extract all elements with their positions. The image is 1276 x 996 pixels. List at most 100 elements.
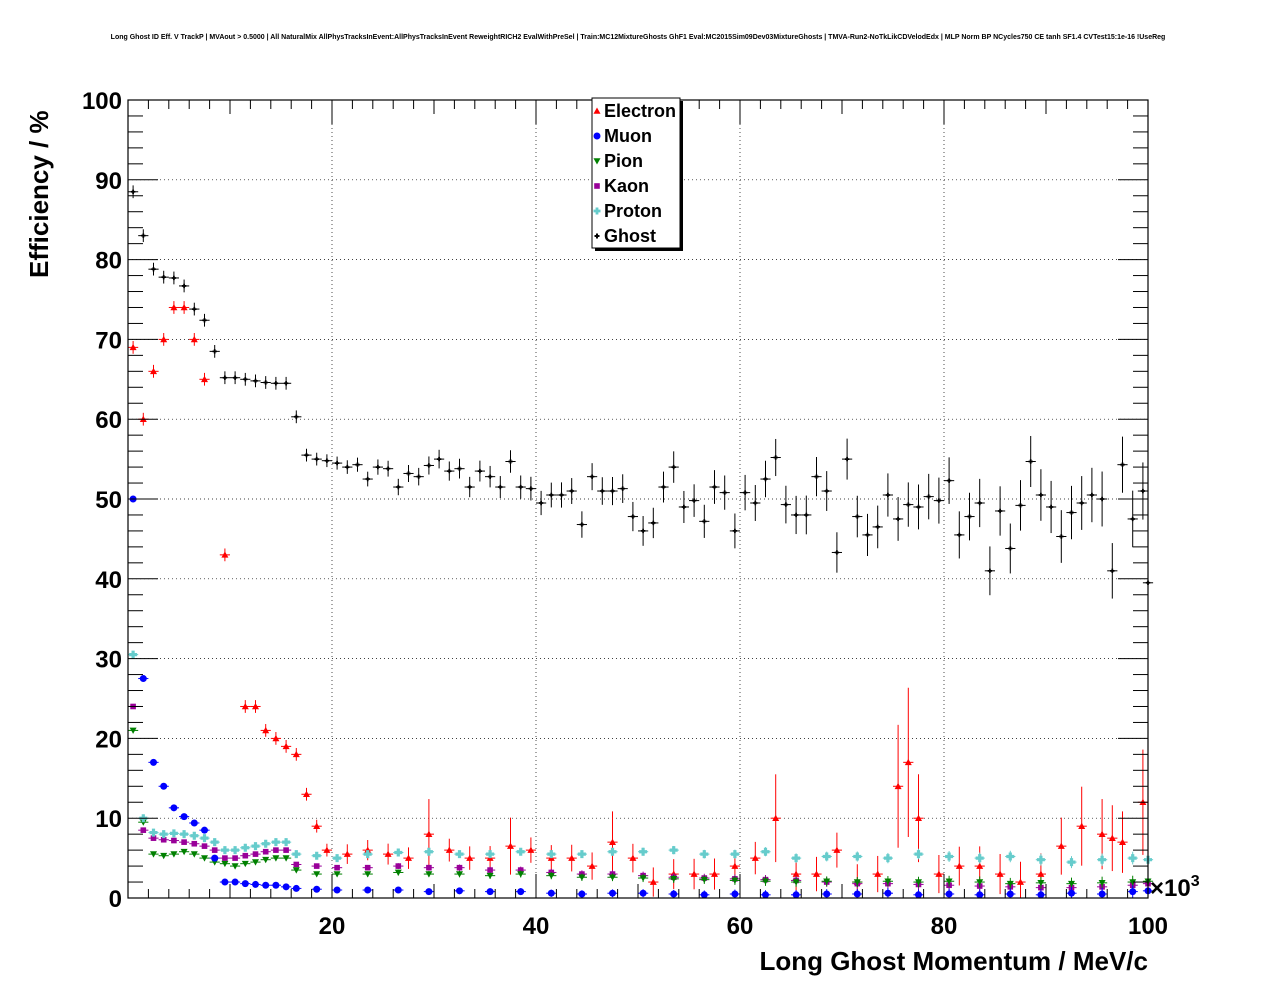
ghost-point	[1048, 504, 1054, 510]
pion-point	[282, 855, 290, 862]
proton-point	[271, 838, 280, 847]
kaon-point	[242, 852, 249, 859]
ghost-point	[906, 502, 911, 507]
electron-point	[445, 846, 453, 853]
ghost-point	[283, 381, 289, 386]
electron-point	[568, 854, 576, 861]
proton-point	[149, 828, 158, 837]
ghost-point	[181, 283, 187, 289]
proton-point	[761, 847, 770, 856]
muon-point	[170, 804, 178, 812]
pion-point	[945, 878, 953, 885]
electron-point	[772, 814, 780, 821]
muon-point	[456, 887, 463, 895]
ghost-point	[579, 522, 585, 527]
ghost-point	[518, 484, 523, 490]
ghost-point	[141, 233, 146, 238]
proton-point	[883, 854, 892, 863]
ghost-point	[589, 474, 595, 479]
ghost-point	[498, 484, 503, 490]
electron-point	[129, 343, 137, 351]
proton-point	[975, 854, 984, 863]
kaon-point	[334, 864, 340, 871]
ghost-point	[834, 550, 840, 555]
electron-point	[527, 846, 535, 853]
ghost-point	[1038, 492, 1044, 498]
proton-point	[231, 846, 240, 855]
kaon-point	[283, 847, 289, 853]
ghost-point	[508, 459, 513, 464]
pion-point	[180, 848, 188, 856]
kaon-point	[191, 840, 198, 847]
y-tick-label: 0	[109, 886, 122, 913]
kaon-point	[395, 863, 402, 869]
electron-point	[935, 870, 943, 877]
muon-point	[364, 886, 372, 894]
electron-point	[915, 814, 922, 821]
pion-point	[792, 879, 800, 886]
ghost-point	[151, 266, 156, 272]
muon-point	[292, 884, 300, 892]
proton-point	[577, 850, 586, 859]
electron-point	[364, 846, 372, 853]
electron-point	[425, 830, 433, 837]
pion-point	[364, 871, 372, 878]
y-tick-label: 20	[95, 726, 122, 753]
ghost-point	[661, 484, 666, 490]
pion-point	[976, 879, 984, 886]
kaon-point	[456, 864, 463, 871]
electron-point	[996, 870, 1004, 877]
pion-point	[609, 874, 616, 881]
pion-point	[670, 876, 678, 883]
proton-point	[251, 842, 260, 851]
electron-point	[323, 846, 331, 853]
ghost-point	[916, 504, 921, 510]
pion-point	[700, 876, 708, 884]
electron-point	[609, 838, 616, 845]
proton-point	[730, 850, 739, 859]
ghost-point	[895, 516, 901, 522]
ghost-series	[128, 185, 1154, 612]
pion-point	[517, 871, 525, 878]
ghost-point	[212, 349, 217, 354]
muon-point	[976, 891, 984, 899]
muon-point	[425, 888, 433, 896]
pion-point	[292, 867, 300, 874]
ghost-point	[416, 474, 421, 479]
ghost-point	[630, 514, 636, 519]
ghost-point	[610, 488, 615, 494]
muon-point	[1068, 889, 1075, 897]
electron-point	[190, 335, 198, 343]
legend-label-kaon: Kaon	[604, 176, 649, 196]
muon-point	[262, 881, 270, 889]
electron-point	[731, 862, 739, 869]
ghost-point	[375, 464, 381, 470]
muon-point	[333, 886, 341, 894]
pion-point	[547, 872, 555, 880]
electron-point	[1098, 830, 1106, 837]
ghost-point	[1140, 488, 1146, 494]
muon-point	[486, 888, 494, 896]
ghost-point	[742, 490, 748, 495]
pion-point	[1068, 880, 1075, 888]
electron-point	[1017, 878, 1024, 885]
pion-point	[333, 871, 341, 878]
x-tick-label: 100	[1128, 913, 1168, 940]
x-multiplier-exponent: 3	[1191, 873, 1200, 890]
kaon-point	[487, 867, 493, 873]
ghost-point	[334, 460, 340, 466]
kaon-point	[181, 839, 187, 845]
legend-marker-kaon	[594, 183, 600, 189]
electron-point	[343, 850, 351, 857]
ghost-point	[957, 532, 962, 538]
y-tick-label: 60	[95, 407, 122, 434]
proton-point	[1006, 852, 1015, 861]
legend-marker-electron	[593, 107, 601, 114]
ghost-point	[222, 375, 228, 380]
kaon-point	[517, 867, 524, 873]
proton-point	[1067, 858, 1076, 867]
ghost-point	[559, 492, 564, 498]
ghost-point	[691, 498, 697, 503]
ghost-point	[783, 502, 789, 507]
electron-point	[405, 854, 412, 861]
